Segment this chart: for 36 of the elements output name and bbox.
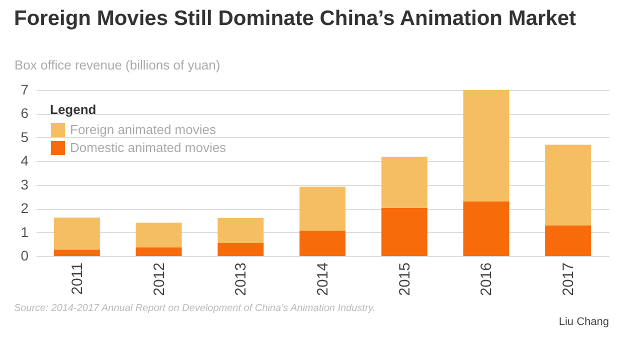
text: Liu Chang	[558, 316, 609, 328]
y-tick-label: 1	[20, 224, 29, 240]
x-tick-label: 2012	[150, 262, 168, 296]
source-note: Source: 2014-2017 Annual Report on Development of China’s Animation Industry.	[14, 302, 376, 315]
y-tick-label: 7	[20, 82, 29, 98]
x-tick-label: 2015	[396, 262, 414, 296]
x-tick-label: 2014	[314, 262, 332, 296]
bar	[218, 242, 264, 256]
y-axis-title: Box office revenue (billions of yuan)	[14, 58, 220, 72]
bar	[463, 201, 510, 256]
bar	[300, 230, 346, 256]
bar	[545, 225, 592, 256]
legend-label: Foreign animated movies	[70, 122, 216, 137]
chart-title: Foreign Movies Still Dominate China’s Animation Market	[14, 7, 576, 30]
legend-label: Domestic animated movies	[70, 140, 227, 155]
y-tick-label: 3	[20, 176, 29, 192]
bar	[545, 144, 592, 226]
bar	[54, 250, 100, 256]
y-tick-label: 5	[20, 128, 29, 145]
x-tick-label: 2013	[232, 262, 250, 296]
bar	[381, 208, 428, 256]
bar	[300, 186, 346, 231]
bar	[54, 218, 100, 250]
y-tick-label: 0	[20, 248, 29, 264]
bar	[136, 222, 182, 248]
y-tick-label: 6	[20, 105, 29, 122]
x-tick-label: 2017	[560, 262, 578, 296]
bar	[463, 90, 510, 202]
x-tick-label: 2011	[68, 262, 86, 295]
bar	[381, 156, 428, 208]
y-tick-label: 4	[20, 152, 29, 169]
bar	[136, 247, 182, 256]
y-tick-label: 2	[20, 200, 29, 216]
bar	[218, 218, 264, 243]
legend-title: Legend	[50, 102, 96, 117]
x-tick-label: 2016	[478, 262, 496, 296]
